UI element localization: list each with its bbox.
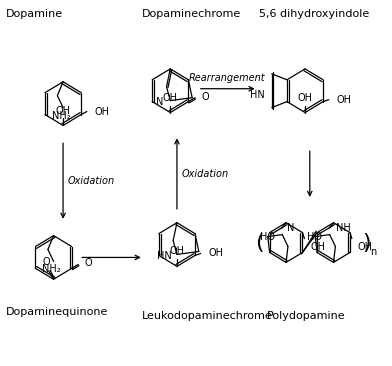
Text: Polydopamine: Polydopamine <box>267 311 346 321</box>
Text: N: N <box>156 97 163 107</box>
Text: O: O <box>201 92 209 102</box>
Text: 5,6 dihydroxyindole: 5,6 dihydroxyindole <box>260 9 370 19</box>
Text: NH: NH <box>336 223 351 233</box>
Text: Leukodopaminechrome: Leukodopaminechrome <box>142 311 272 321</box>
Text: HO: HO <box>307 232 322 242</box>
Text: ): ) <box>363 232 371 253</box>
Text: (: ( <box>255 232 264 253</box>
Text: OH: OH <box>310 242 325 251</box>
Text: Oxidation: Oxidation <box>181 169 229 179</box>
Text: NH₂: NH₂ <box>42 264 61 274</box>
Text: Rearrangement: Rearrangement <box>189 73 265 83</box>
Text: OH: OH <box>169 246 185 257</box>
Text: Dopamine: Dopamine <box>6 9 63 19</box>
Text: O: O <box>85 258 93 268</box>
Text: OH: OH <box>336 95 351 105</box>
Text: OH: OH <box>298 93 312 102</box>
Text: OH: OH <box>358 242 372 251</box>
Text: OH: OH <box>94 107 109 116</box>
Text: NH₂: NH₂ <box>52 111 71 120</box>
Text: OH: OH <box>56 105 71 116</box>
Text: OH: OH <box>163 93 178 102</box>
Text: Dopaminequinone: Dopaminequinone <box>6 307 109 317</box>
Text: HN: HN <box>158 251 172 261</box>
Text: HN: HN <box>250 90 265 100</box>
Text: Dopaminechrome: Dopaminechrome <box>142 9 241 19</box>
Text: Oxidation: Oxidation <box>68 176 115 186</box>
Text: OH: OH <box>208 249 223 258</box>
Text: O: O <box>42 257 50 267</box>
Text: N: N <box>287 223 294 233</box>
Text: n: n <box>370 247 377 257</box>
Text: HO: HO <box>260 232 275 242</box>
